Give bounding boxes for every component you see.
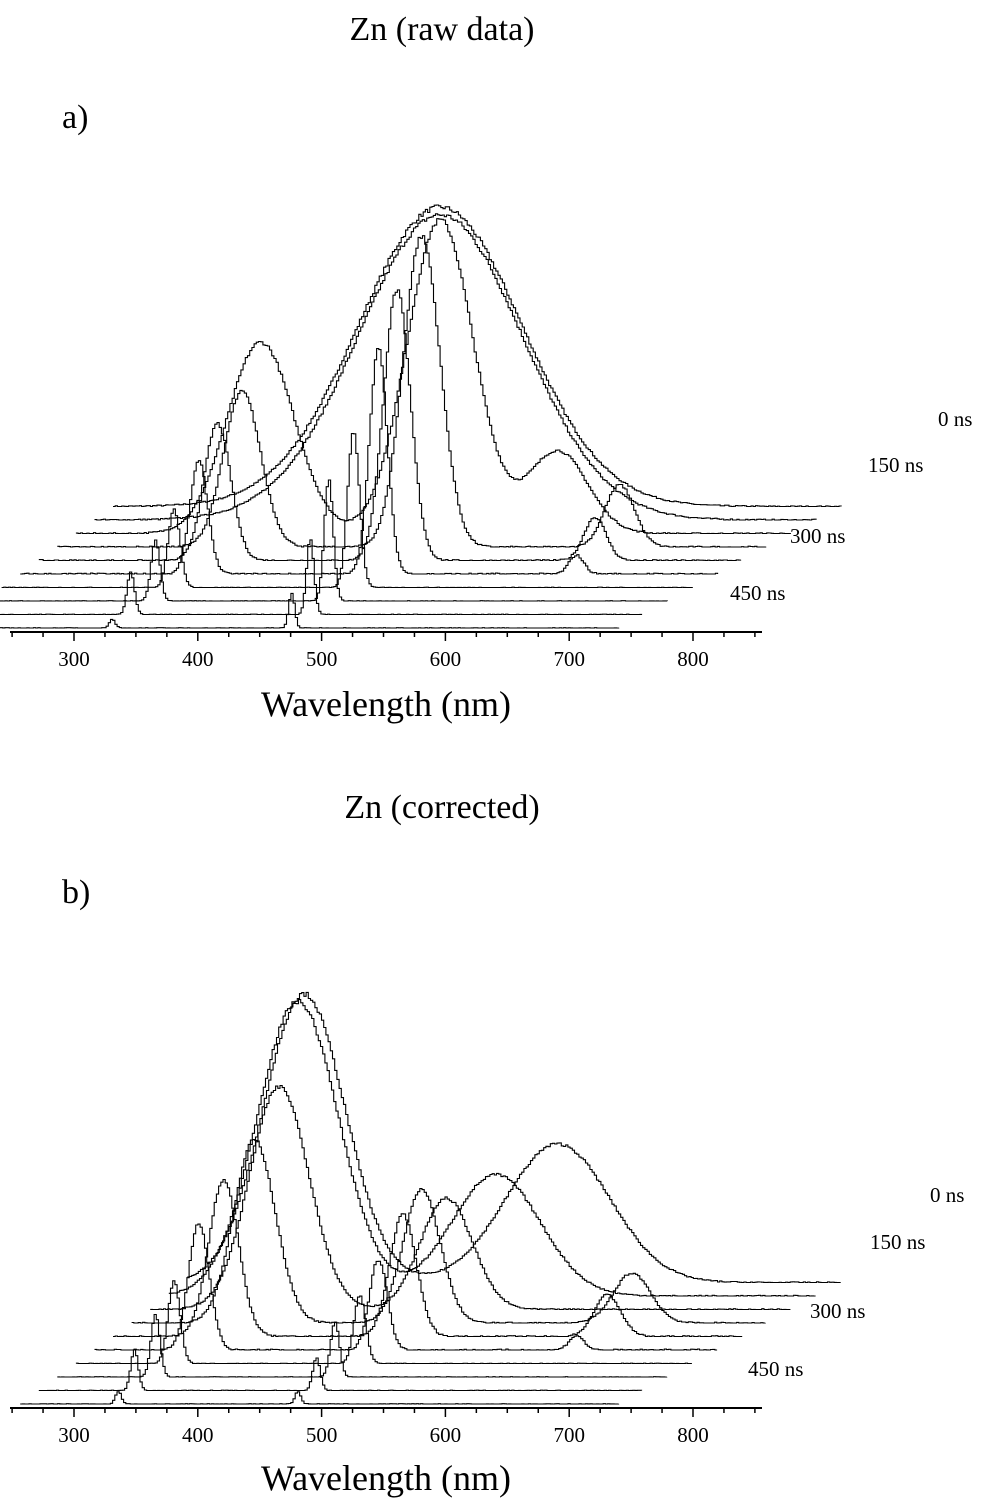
spectrum-trace-2 — [150, 1084, 791, 1311]
spectrum-trace-2 — [75, 218, 791, 535]
panel-a-delay-label-1: 150 ns — [868, 453, 923, 477]
x-tick-label: 800 — [677, 647, 709, 671]
spectrum-trace-9 — [20, 1391, 620, 1405]
x-tick-label: 300 — [58, 647, 90, 671]
x-tick-label: 700 — [553, 1423, 585, 1447]
spectrum-trace-0 — [113, 204, 842, 508]
x-tick-label: 500 — [306, 1423, 338, 1447]
spectrum-trace-1 — [94, 213, 817, 521]
spectrum-trace-8 — [38, 1349, 643, 1392]
spectrum-trace-7 — [57, 1313, 668, 1378]
panel-b-delay-label-1: 150 ns — [870, 1230, 925, 1254]
panel-b-ticks: 300 400 500 600 700 800 — [11, 1408, 756, 1447]
spectrum-trace-8 — [0, 539, 643, 616]
spectrum-trace-6 — [75, 1280, 692, 1365]
panel-b-delay-label-0: 0 ns — [930, 1183, 964, 1207]
panel-a-label: a) — [62, 99, 88, 136]
x-tick-label: 400 — [182, 1423, 214, 1447]
x-tick-label: 600 — [430, 1423, 462, 1447]
spectrum-trace-6 — [1, 433, 693, 589]
spectrum-trace-5 — [94, 1223, 718, 1351]
x-tick-label: 500 — [306, 647, 338, 671]
x-tick-label: 400 — [182, 647, 214, 671]
spectrum-trace-5 — [20, 348, 719, 575]
x-tick-label: 800 — [677, 1423, 709, 1447]
panel-b-delay-label-2: 300 ns — [810, 1299, 865, 1323]
panel-a-delay-label-2: 300 ns — [790, 524, 845, 548]
spectrum-trace-3 — [131, 1139, 766, 1324]
spectrum-trace-7 — [0, 479, 668, 602]
panel-a-x-axis-label: Wavelength (nm) — [261, 684, 511, 724]
spectrum-trace-1 — [168, 999, 816, 1297]
panel-b-title: Zn (corrected) — [344, 789, 539, 826]
x-tick-label: 600 — [430, 647, 462, 671]
panel-b-x-axis-label: Wavelength (nm) — [261, 1458, 511, 1498]
x-tick-label: 700 — [553, 647, 585, 671]
panel-a: Zn (raw data) a) 300 400 500 600 700 800 Wave… — [0, 11, 972, 724]
spectrum-trace-4 — [38, 289, 742, 562]
spectrum-trace-9 — [0, 592, 620, 629]
panel-b-delay-label-3: 450 ns — [748, 1357, 803, 1381]
panel-a-delay-label-3: 450 ns — [730, 581, 785, 605]
panel-a-delay-label-0: 0 ns — [938, 407, 972, 431]
spectrum-trace-0 — [187, 991, 841, 1284]
panel-a-traces — [0, 204, 842, 629]
panel-b: Zn (corrected) b) 300 400 500 600 700 800 Wav… — [10, 789, 964, 1498]
x-tick-label: 300 — [58, 1423, 90, 1447]
panel-b-label: b) — [62, 874, 90, 911]
spectrum-trace-4 — [113, 1178, 743, 1338]
spectrum-trace-3 — [57, 235, 767, 548]
panel-a-title: Zn (raw data) — [349, 11, 534, 48]
panel-b-traces — [20, 991, 841, 1405]
panel-a-ticks: 300 400 500 600 700 800 — [11, 632, 756, 671]
